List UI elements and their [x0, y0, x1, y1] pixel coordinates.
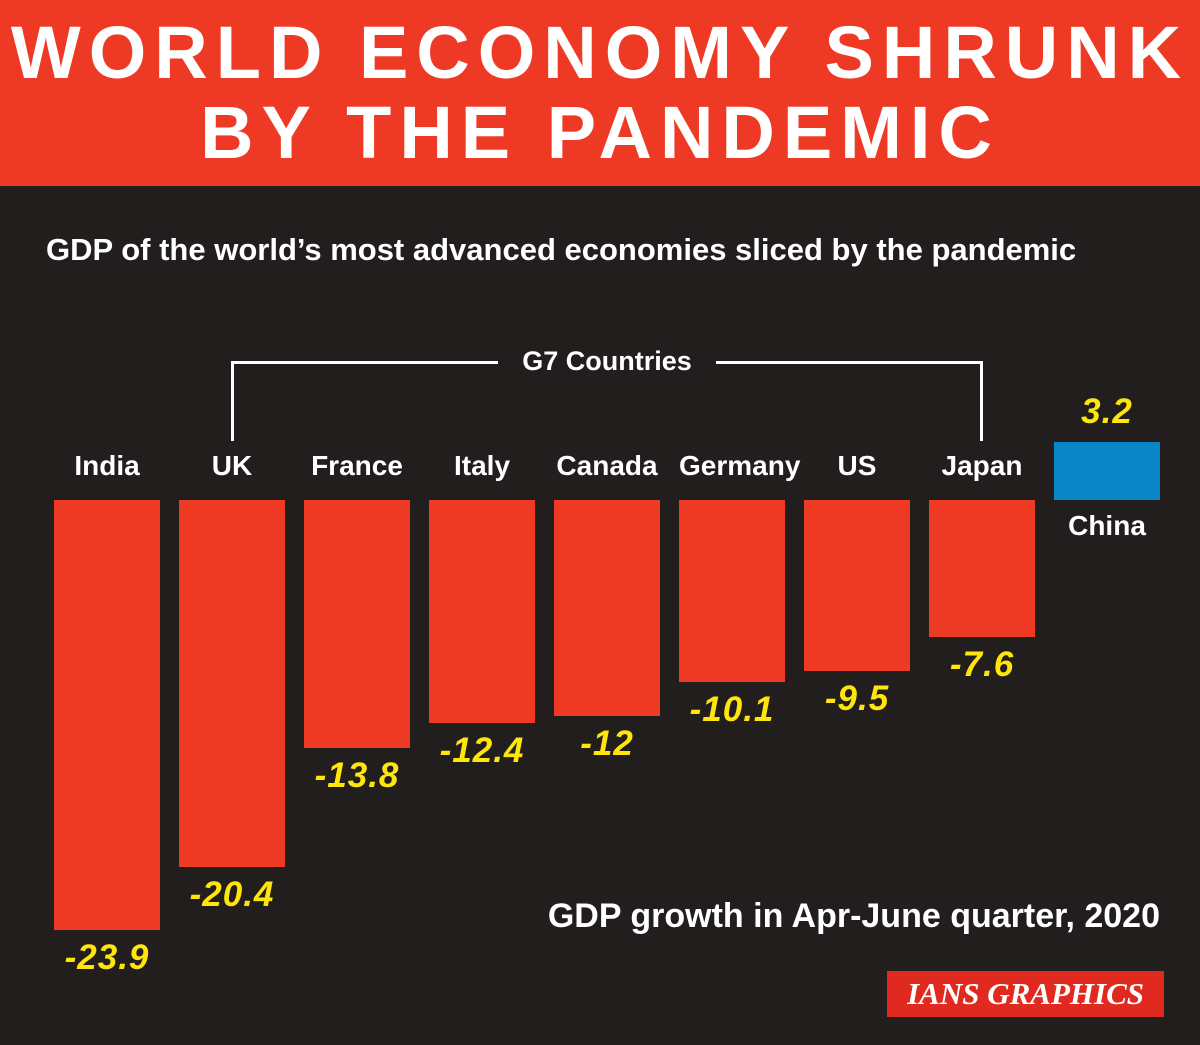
subtitle: GDP of the world’s most advanced economi…: [46, 232, 1077, 267]
negative-bar: [929, 500, 1035, 637]
country-label: UK: [211, 450, 253, 481]
bar-column-germany: Germany -10.1: [679, 0, 801, 1045]
header-banner: WORLD ECONOMY SHRUNK BY THE PANDEMIC: [0, 0, 1200, 186]
bar-column-india: India -23.9: [54, 0, 160, 1045]
value-label: -10.1: [689, 690, 775, 729]
footer-note: GDP growth in Apr-June quarter, 2020: [547, 897, 1160, 935]
value-label: -7.6: [949, 645, 1015, 684]
negative-bar: [554, 500, 660, 716]
g7-bracket-left-arm: [231, 361, 499, 441]
negative-bar: [54, 500, 160, 930]
g7-bracket: G7 Countries: [231, 346, 983, 441]
country-label: China: [1068, 510, 1146, 541]
country-label: Italy: [453, 450, 511, 481]
g7-bracket-right-arm: [715, 361, 983, 441]
value-label: -9.5: [824, 679, 890, 718]
credit-badge: IANS GRAPHICS: [887, 971, 1164, 1017]
bar-column-italy: Italy -12.4: [429, 0, 535, 1045]
value-label: -20.4: [189, 875, 275, 914]
bar-column-uk: UK -20.4: [179, 0, 285, 1045]
value-label: -23.9: [64, 938, 150, 977]
negative-bar: [804, 500, 910, 671]
country-label: Canada: [556, 450, 658, 481]
value-label: -12: [580, 724, 634, 763]
bar-column-france: France -13.8: [304, 0, 410, 1045]
positive-bar: [1054, 442, 1160, 500]
title-line-2: BY THE PANDEMIC: [200, 91, 1000, 174]
negative-bar: [304, 500, 410, 748]
bar-column-japan: Japan -7.6: [929, 0, 1035, 1045]
bar-column-us: US -9.5: [804, 0, 910, 1045]
bar-column-canada: Canada -12: [554, 0, 660, 1045]
negative-bar: [179, 500, 285, 867]
country-label: Japan: [941, 450, 1023, 481]
bar-column-china: China 3.2: [1054, 0, 1160, 1045]
g7-bracket-label: G7 Countries: [522, 346, 692, 376]
country-label: Germany: [679, 450, 801, 481]
country-label: India: [74, 450, 140, 481]
title-line-1: WORLD ECONOMY SHRUNK: [10, 11, 1190, 94]
value-label: -12.4: [439, 731, 525, 770]
negative-bar: [429, 500, 535, 723]
country-label: US: [837, 450, 877, 481]
value-label: 3.2: [1081, 392, 1133, 431]
value-label: -13.8: [314, 756, 400, 795]
negative-bar: [679, 500, 785, 682]
country-label: France: [311, 450, 403, 481]
